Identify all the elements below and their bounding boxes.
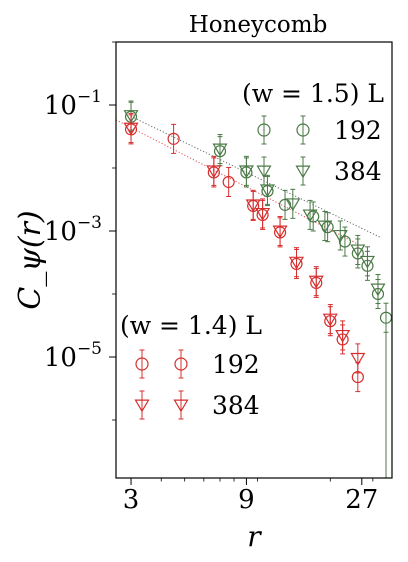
legend-marker (135, 357, 149, 371)
data-point (245, 199, 261, 213)
legend-2: (w = 1.4) L 192 384 (120, 311, 262, 420)
legend-marker (174, 357, 188, 371)
plot-frame (115, 41, 393, 479)
data-point (255, 207, 271, 221)
data-point (206, 165, 222, 179)
legends: (w = 1.5) L 192 384 (w = 1.4) L 192 384 (120, 79, 384, 420)
data-point (238, 165, 254, 179)
plot-area (116, 100, 392, 478)
axes: 3 9 27 10−1 10−3 10−5 r C_ψ(r) (13, 41, 393, 553)
y-tick-label: 10−3 (44, 213, 102, 247)
legend-label: 192 (334, 116, 382, 145)
data-point (167, 132, 180, 145)
data-point (359, 255, 376, 269)
legend-marker (257, 123, 271, 137)
chart-title: Honeycomb (189, 12, 328, 38)
series-4 (123, 113, 366, 374)
data-point (370, 283, 386, 297)
data-point (350, 244, 366, 258)
series-2 (123, 100, 386, 305)
legend-title: (w = 1.5) L (242, 79, 384, 108)
legend-label: 384 (212, 391, 260, 420)
data-point (302, 209, 318, 223)
data-point (123, 122, 139, 136)
data-point (350, 352, 366, 366)
data-point (259, 184, 276, 198)
data-point (338, 235, 352, 248)
legend-marker (173, 399, 189, 413)
data-point (288, 256, 305, 270)
legend-marker (296, 123, 310, 137)
legend-marker (295, 165, 311, 179)
x-axis-title: r (247, 520, 262, 553)
legend-marker (134, 399, 150, 413)
legend-title: (w = 1.4) L (120, 311, 262, 340)
data-point (332, 229, 348, 243)
data-point (123, 110, 139, 123)
data-point (285, 198, 301, 212)
data-point (278, 198, 292, 211)
legend-label: 192 (212, 350, 260, 379)
legend-label: 384 (334, 157, 382, 186)
legend-marker (256, 165, 272, 179)
data-point (222, 175, 235, 189)
data-point (322, 313, 338, 327)
x-tick-label: 3 (123, 485, 140, 515)
data-point (308, 275, 324, 289)
data-point (335, 329, 351, 343)
legend-1: (w = 1.5) L 192 384 (242, 79, 384, 186)
x-tick-label: 27 (345, 485, 378, 515)
x-tick-label: 9 (238, 485, 255, 515)
plot-inner (116, 100, 392, 478)
fit-line-2 (116, 119, 359, 245)
data-point (272, 225, 288, 239)
y-axis-title: C_ψ(r) (13, 210, 48, 309)
data-point (212, 143, 228, 157)
data-point (317, 220, 333, 234)
y-tick-label: 10−5 (44, 339, 102, 373)
y-tick-label: 10−1 (44, 87, 102, 121)
